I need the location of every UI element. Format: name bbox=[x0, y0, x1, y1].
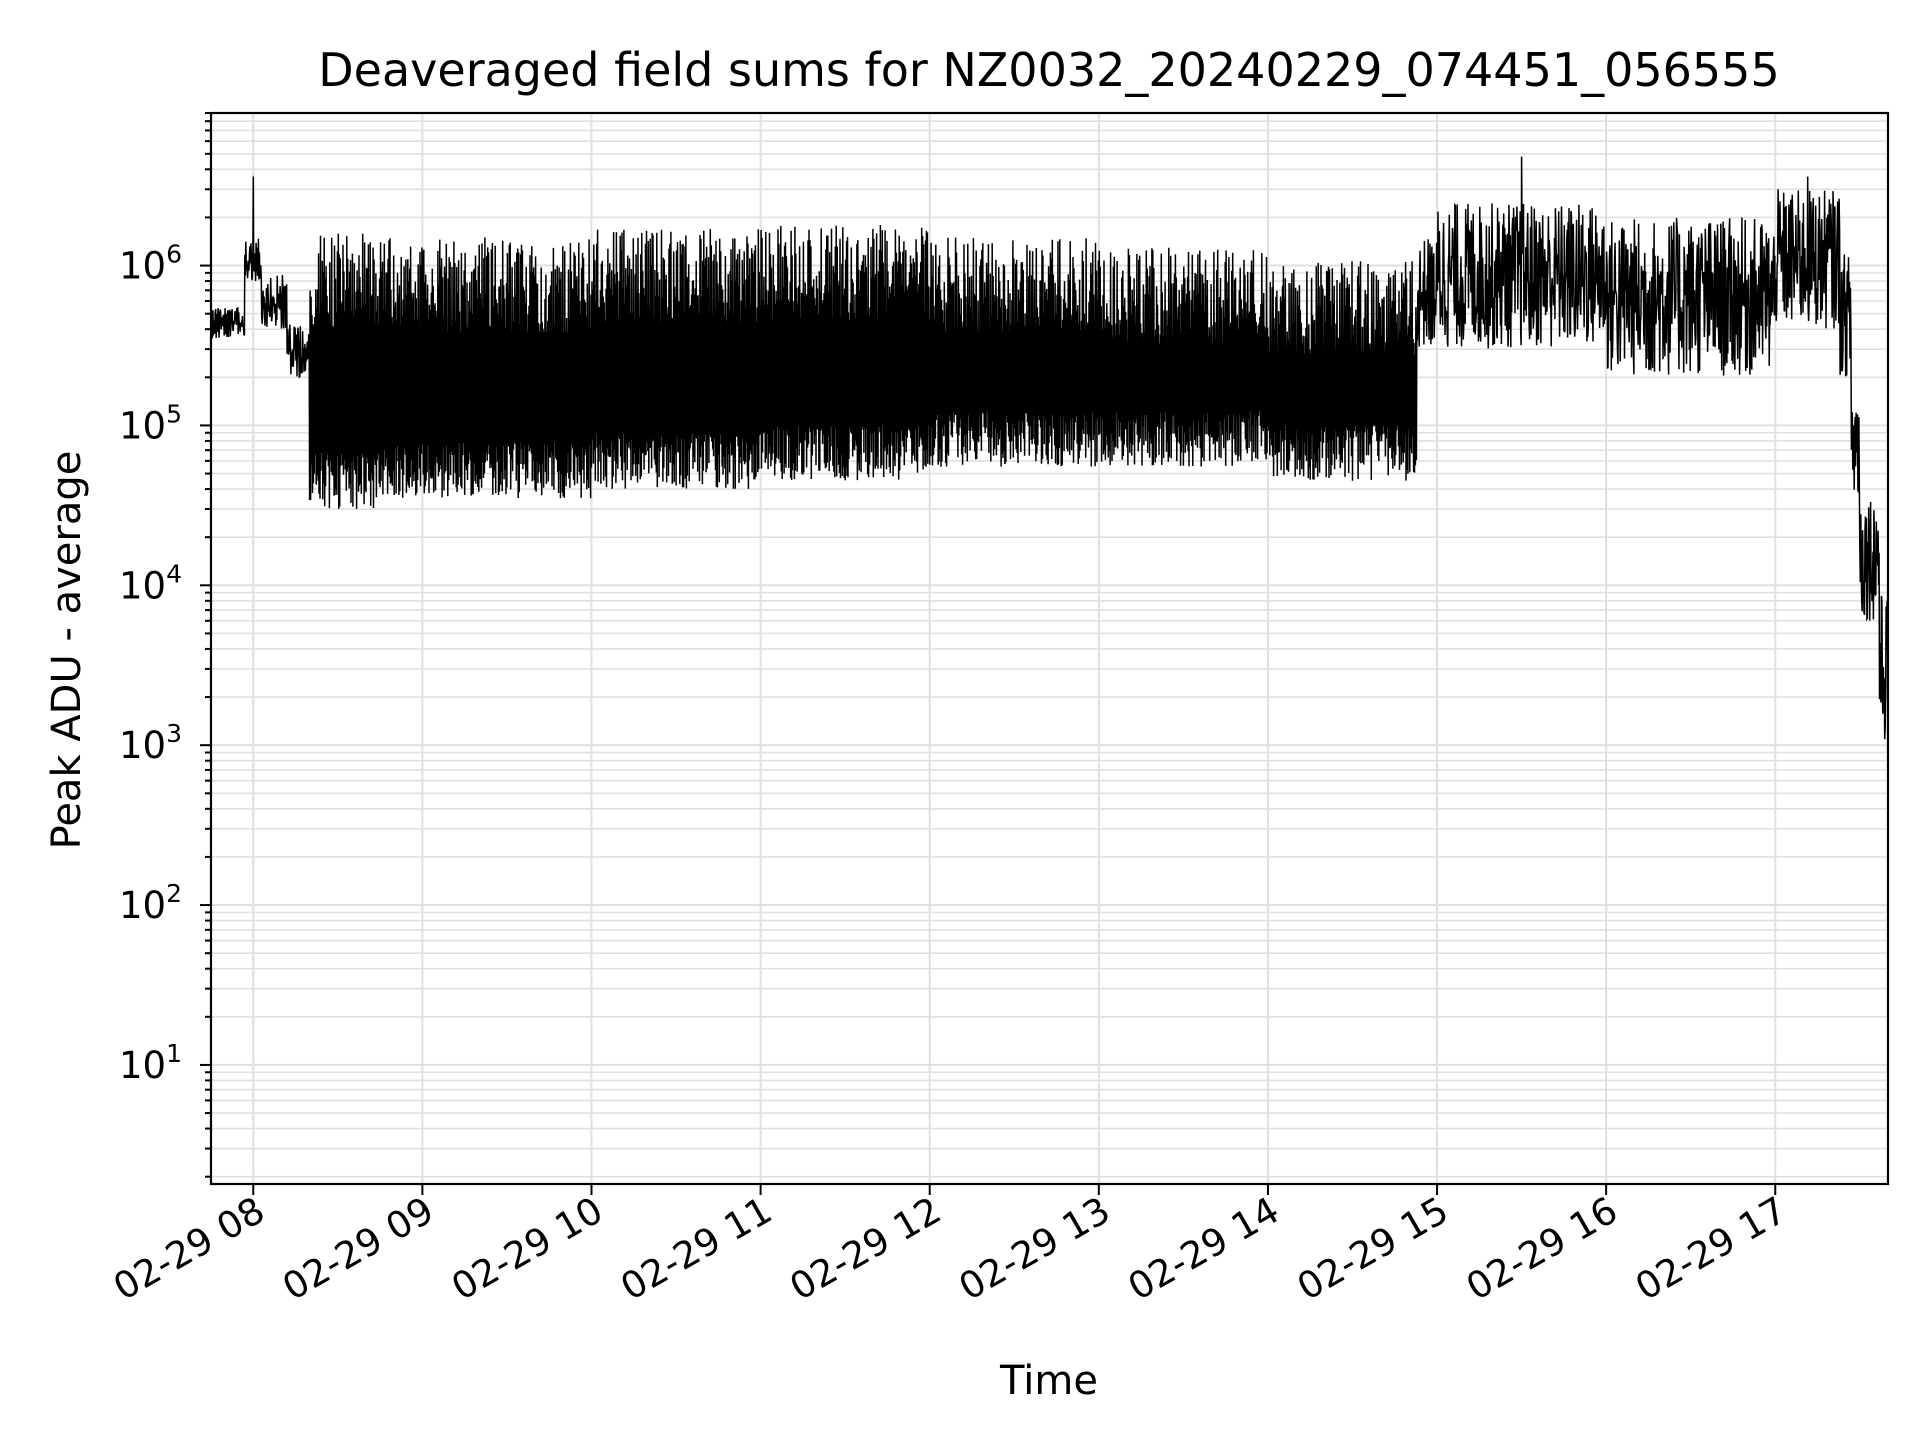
y-tick-label: 104 bbox=[119, 559, 182, 607]
y-tick-label: 103 bbox=[119, 719, 182, 767]
y-tick-label: 106 bbox=[119, 240, 182, 288]
series-layer bbox=[210, 156, 1889, 1184]
chart-title: Deaveraged field sums for NZ0032_2024022… bbox=[318, 43, 1779, 97]
y-tick-label: 102 bbox=[119, 879, 182, 927]
series-line-0 bbox=[210, 156, 1889, 1184]
y-axis-label: Peak ADU - average bbox=[44, 451, 90, 850]
y-tick-label: 101 bbox=[119, 1039, 182, 1087]
x-axis-label: Time bbox=[999, 1358, 1098, 1404]
y-tick-label: 105 bbox=[119, 399, 182, 447]
